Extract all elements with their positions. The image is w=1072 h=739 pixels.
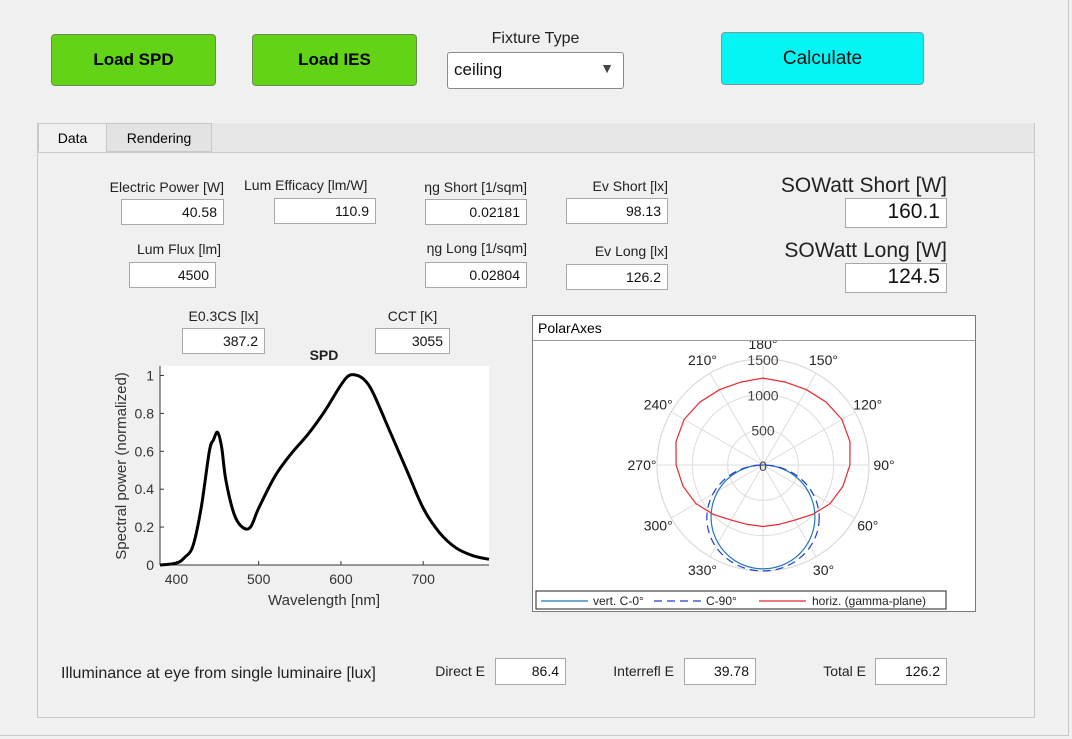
polar-panel-title: PolarAxes <box>533 316 975 341</box>
polar-spoke <box>762 411 856 466</box>
x-tick-label: 600 <box>329 571 353 587</box>
tab-rendering[interactable]: Rendering <box>106 123 212 152</box>
series-c90 <box>706 464 820 572</box>
lum-flux-field[interactable]: 4500 <box>129 262 216 288</box>
ev-short-label: Ev Short [lx] <box>592 178 668 194</box>
sowatt-short-field[interactable]: 160.1 <box>845 198 947 228</box>
polar-radial-tick: 1500 <box>747 352 778 368</box>
calculate-button[interactable]: Calculate <box>721 32 924 85</box>
polar-radial-tick: 0 <box>759 458 767 474</box>
interrefl-e-label: Interrefl E <box>613 663 674 679</box>
x-tick-label: 700 <box>412 571 436 587</box>
direct-e-label: Direct E <box>435 663 485 679</box>
y-tick-label: 0 <box>146 557 154 573</box>
polar-legend: vert. C-0° C-90° horiz. (gamma-plane) <box>535 590 947 610</box>
y-axis-label: Spectral power (normalized) <box>113 372 130 560</box>
polar-spoke <box>762 464 817 558</box>
legend-horiz: horiz. (gamma-plane) <box>812 594 926 608</box>
illuminance-label: Illuminance at eye from single luminaire… <box>61 665 376 682</box>
total-e-field[interactable]: 126.2 <box>875 658 947 685</box>
polar-axes-panel: PolarAxes 180° 150° 120° 90° 60° 30° 330° 300° 2… <box>532 315 976 612</box>
lum-flux-label: Lum Flux [lm] <box>136 241 221 257</box>
spd-chart: SPD 400 500 600 700 0 0.2 0.4 0.6 0.8 1 Wavelengt… <box>113 347 490 609</box>
lum-efficacy-field[interactable]: 110.9 <box>274 198 376 224</box>
legend-c90: C-90° <box>706 594 737 608</box>
y-tick-label: 0.4 <box>135 481 155 497</box>
lum-efficacy-label: Lum Efficacy [lm/W] <box>244 177 368 193</box>
series-horiz <box>675 377 851 528</box>
e03cs-label: E0.3CS [lx] <box>188 308 259 324</box>
load-ies-button[interactable]: Load IES <box>252 34 417 86</box>
eta-short-label: ηg Short [1/sqm] <box>424 179 527 195</box>
ev-short-field[interactable]: 98.13 <box>566 198 668 224</box>
polar-angle-label: 180° <box>749 341 778 352</box>
legend-c0: vert. C-0° <box>593 594 644 608</box>
plot-area <box>160 366 489 565</box>
fixture-type-label: Fixture Type <box>491 30 580 47</box>
polar-angle-label: 150° <box>809 352 838 368</box>
polar-angle-label: 330° <box>688 562 717 578</box>
chart-title: SPD <box>310 347 339 363</box>
polar-angle-label: 90° <box>873 457 894 473</box>
polar-radial-tick: 500 <box>751 423 775 439</box>
total-e-label: Total E <box>823 663 866 679</box>
dropdown-arrow-icon: ▼ <box>600 60 614 76</box>
y-tick-label: 0.6 <box>135 443 155 459</box>
cct-label: CCT [K] <box>387 308 438 324</box>
eta-short-field[interactable]: 0.02181 <box>425 199 527 225</box>
polar-spoke <box>762 372 817 466</box>
eta-long-field[interactable]: 0.02804 <box>425 262 527 288</box>
x-tick-label: 400 <box>165 571 189 587</box>
cct-field[interactable]: 3055 <box>375 328 450 354</box>
electric-power-label: Electric Power [W] <box>109 179 224 195</box>
series-c0 <box>710 464 816 570</box>
load-spd-button[interactable]: Load SPD <box>51 34 216 86</box>
interrefl-e-field[interactable]: 39.78 <box>684 658 756 685</box>
spd-series-line <box>159 373 490 567</box>
ev-long-label: Ev Long [lx] <box>594 243 668 259</box>
y-tick-label: 0.2 <box>135 519 155 535</box>
y-tick-label: 1 <box>146 367 154 383</box>
polar-spoke <box>709 464 764 558</box>
legend-box <box>535 590 947 610</box>
ev-long-field[interactable]: 126.2 <box>566 264 668 290</box>
eta-long-label: ηg Long [1/sqm] <box>426 240 527 256</box>
x-tick-label: 500 <box>247 571 271 587</box>
polar-spoke <box>670 411 764 466</box>
polar-spoke <box>709 372 764 466</box>
polar-radial-tick: 1000 <box>747 387 778 403</box>
fixture-type-select[interactable]: ceiling ▼ <box>447 52 624 89</box>
polar-angle-label: 60° <box>857 518 878 534</box>
polar-angle-label: 30° <box>813 562 834 578</box>
sowatt-long-field[interactable]: 124.5 <box>845 263 947 293</box>
direct-e-field[interactable]: 86.4 <box>495 658 566 685</box>
sowatt-long-label: SOWatt Long [W] <box>784 239 947 262</box>
polar-angle-label: 300° <box>644 518 673 534</box>
x-axis-label: Wavelength [nm] <box>268 592 380 609</box>
electric-power-field[interactable]: 40.58 <box>121 199 224 225</box>
sowatt-short-label: SOWatt Short [W] <box>780 174 947 197</box>
e03cs-field[interactable]: 387.2 <box>182 328 265 354</box>
fixture-type-value: ceiling <box>454 60 503 79</box>
polar-angle-label: 210° <box>688 352 717 368</box>
tab-data[interactable]: Data <box>38 123 107 152</box>
polar-angle-label: 270° <box>628 457 657 473</box>
polar-plot: 180° 150° 120° 90° 60° 30° 330° 300° 270° 240° 210… <box>535 341 947 610</box>
polar-angle-label: 120° <box>853 397 882 413</box>
y-tick-label: 0.8 <box>135 405 155 421</box>
polar-angle-label: 240° <box>644 397 673 413</box>
